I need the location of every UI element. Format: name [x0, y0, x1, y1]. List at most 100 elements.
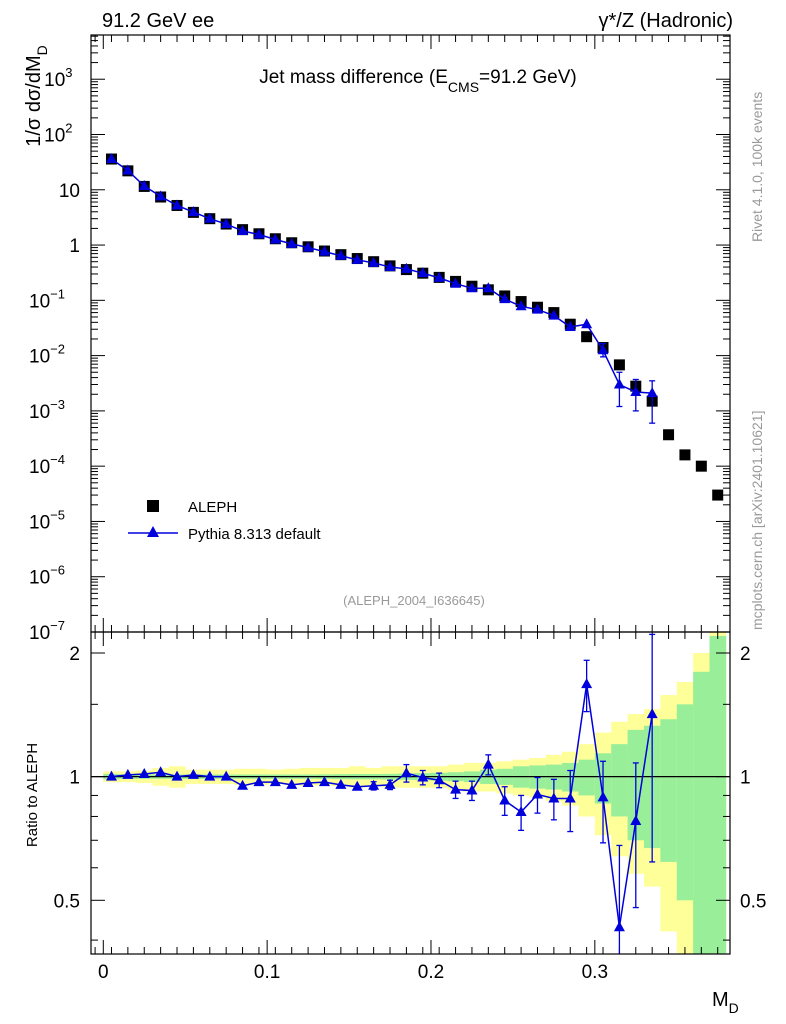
pythia-ratio-point: [220, 770, 232, 781]
aleph-data-point: [679, 449, 691, 461]
pythia-ratio-point: [155, 766, 167, 777]
plot-title: Jet mass difference (ECMS=91.2 GeV): [259, 67, 577, 95]
y-tick-label: 1: [69, 236, 80, 257]
aleph-data-point: [663, 429, 675, 441]
pythia-ratio-point: [548, 792, 560, 803]
pythia-ratio-point: [122, 768, 134, 779]
pythia-ratio-point: [351, 780, 363, 791]
pythia-data-point: [646, 387, 658, 398]
pythia-ratio-point: [581, 678, 593, 689]
y-tick-label: 102: [44, 121, 72, 147]
pythia-data-point: [138, 180, 150, 191]
y-tick-label: 10−2: [29, 342, 65, 368]
x-axis-label: MD: [712, 989, 739, 1016]
pythia-ratio-point: [597, 791, 609, 802]
pythia-data-point: [548, 309, 560, 320]
ratio-uncertainty-bands: [103, 632, 727, 954]
y-tick-label: 10−3: [29, 397, 65, 423]
pythia-data-point: [220, 218, 232, 229]
pythia-data-point: [351, 253, 363, 264]
pythia-ratio-point: [368, 779, 380, 790]
rivet-version-text: Rivet 4.1.0, 100k events: [749, 92, 765, 242]
pythia-ratio-point: [450, 783, 462, 794]
pythia-ratio-point: [400, 767, 412, 778]
pythia-ratio-point: [433, 774, 445, 785]
pythia-ratio-point: [646, 708, 658, 719]
main-plot-series: [105, 153, 724, 501]
pythia-ratio-point: [564, 792, 576, 803]
pythia-data-point: [286, 237, 298, 248]
pythia-ratio-point: [466, 784, 478, 795]
ratio-band-inner-35: [676, 704, 694, 901]
pythia-ratio-point: [286, 778, 298, 789]
ratio-tick-label-left: 1: [69, 768, 80, 789]
y-tick-label: 10−5: [29, 507, 65, 533]
pythia-ratio-point: [499, 794, 511, 805]
ratio-band-inner-36: [693, 671, 710, 954]
ratio-tick-label-right: 2: [740, 644, 751, 665]
mcplots-text: mcplots.cern.ch [arXiv:2401.10621]: [749, 411, 765, 630]
legend-mc-marker: [147, 526, 159, 537]
pythia-data-point: [122, 164, 134, 175]
pythia-data-point: [581, 318, 593, 329]
ratio-tick-label-left: 2: [69, 644, 80, 665]
y-tick-label: 10−6: [29, 563, 65, 589]
pythia-data-point: [105, 153, 117, 164]
x-tick-label: 0.1: [254, 962, 280, 983]
pythia-data-point: [318, 245, 330, 256]
pythia-data-point: [597, 344, 609, 355]
y-tick-label: 103: [44, 65, 72, 91]
aleph-data-point: [613, 359, 625, 371]
ratio-band-inner-34: [660, 719, 678, 862]
pythia-data-point: [335, 249, 347, 260]
ratio-band-inner-37: [709, 636, 727, 954]
pythia-ratio-point: [482, 758, 494, 769]
ratio-tick-label-right: 1: [740, 768, 751, 789]
pythia-data-point: [466, 282, 478, 293]
pythia-data-point: [564, 320, 576, 331]
pythia-ratio-point: [531, 788, 543, 799]
pythia-data-point: [515, 300, 527, 311]
pythia-ratio-line: [111, 684, 653, 928]
pythia-data-point: [630, 385, 642, 396]
pythia-ratio-point: [613, 921, 625, 932]
pythia-ratio-point: [384, 778, 396, 789]
ratio-y-axis-label: Ratio to ALEPH: [24, 743, 41, 847]
pythia-data-point: [302, 241, 314, 252]
pythia-data-point: [237, 224, 249, 235]
pythia-ratio-point: [253, 776, 265, 787]
ratio-band-inner-29: [578, 759, 596, 796]
legend: ALEPH Pythia 8.313 default: [128, 499, 321, 543]
pythia-data-point: [171, 199, 183, 210]
aleph-data-point: [581, 331, 593, 343]
pythia-data-point: [368, 256, 380, 267]
analysis-tag: (ALEPH_2004_I636645): [343, 593, 485, 608]
pythia-data-point: [384, 261, 396, 272]
pythia-ratio-point: [138, 767, 150, 778]
legend-data-marker: [147, 500, 159, 512]
pythia-data-point: [433, 271, 445, 282]
main-plot-frame: [90, 34, 731, 633]
pythia-ratio-point: [417, 771, 429, 782]
pythia-ratio-point: [515, 806, 527, 817]
ratio-band-inner-31: [611, 744, 628, 817]
pythia-data-point: [204, 212, 216, 223]
pythia-data-point: [450, 277, 462, 288]
header-right: γ*/Z (Hadronic): [599, 10, 733, 32]
x-tick-label: 0: [98, 962, 109, 983]
pythia-line: [111, 158, 653, 394]
y-axis-label: 1/σ dσ/dMD: [23, 45, 50, 147]
x-tick-label: 0.3: [582, 962, 608, 983]
y-tick-label: 10−7: [29, 618, 65, 644]
pythia-data-point: [400, 262, 412, 273]
ratio-tick-label-right: 0.5: [740, 891, 766, 912]
legend-mc-label: Pythia 8.313 default: [188, 526, 321, 543]
pythia-data-point: [531, 303, 543, 314]
pythia-ratio-point: [302, 777, 314, 788]
pythia-ratio-point: [237, 779, 249, 790]
pythia-ratio-point: [204, 770, 216, 781]
pythia-ratio-point: [171, 770, 183, 781]
ratio-tick-label-left: 0.5: [54, 891, 80, 912]
pythia-data-point: [187, 206, 199, 217]
